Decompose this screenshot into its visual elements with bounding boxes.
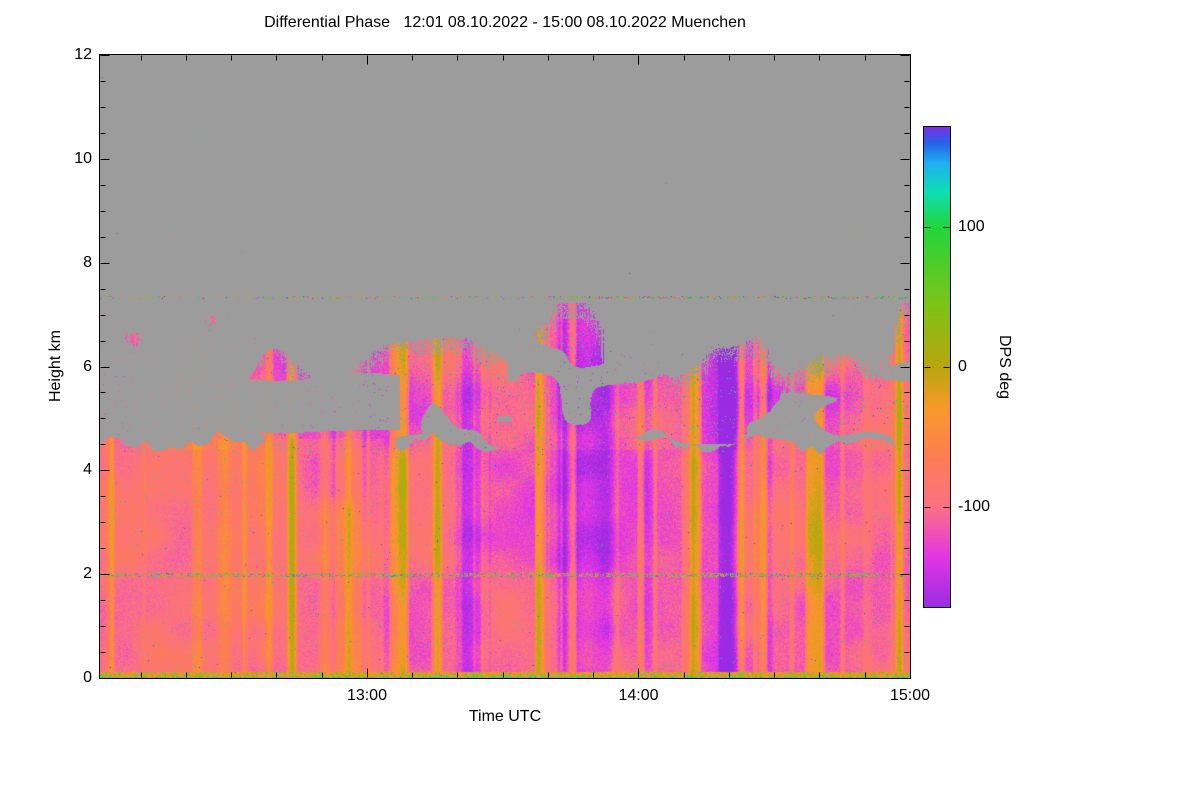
y-tick-label: 8 xyxy=(83,253,92,271)
colorbar-tick-label: 100 xyxy=(958,217,985,235)
x-axis-title: Time UTC xyxy=(468,708,542,725)
y-tick-label: 2 xyxy=(83,565,92,583)
colorbar-gradient xyxy=(924,127,950,607)
x-tick-label: 15:00 xyxy=(889,687,931,704)
x-tick-label: 13:00 xyxy=(346,687,387,704)
y-tick-label: 0 xyxy=(83,669,92,686)
chart-title: Differential Phase 12:01 08.10.2022 - 15… xyxy=(264,14,746,31)
y-tick-label: 4 xyxy=(83,461,92,479)
colorbar-tick-label: -100 xyxy=(958,498,991,516)
colorbar-tick-label: 0 xyxy=(958,358,967,375)
x-tick-label: 14:00 xyxy=(618,687,659,704)
heatmap-canvas xyxy=(100,55,910,678)
y-tick-label: 12 xyxy=(74,46,92,63)
y-tick-label: 6 xyxy=(83,357,92,375)
y-tick-label: 10 xyxy=(74,149,92,167)
